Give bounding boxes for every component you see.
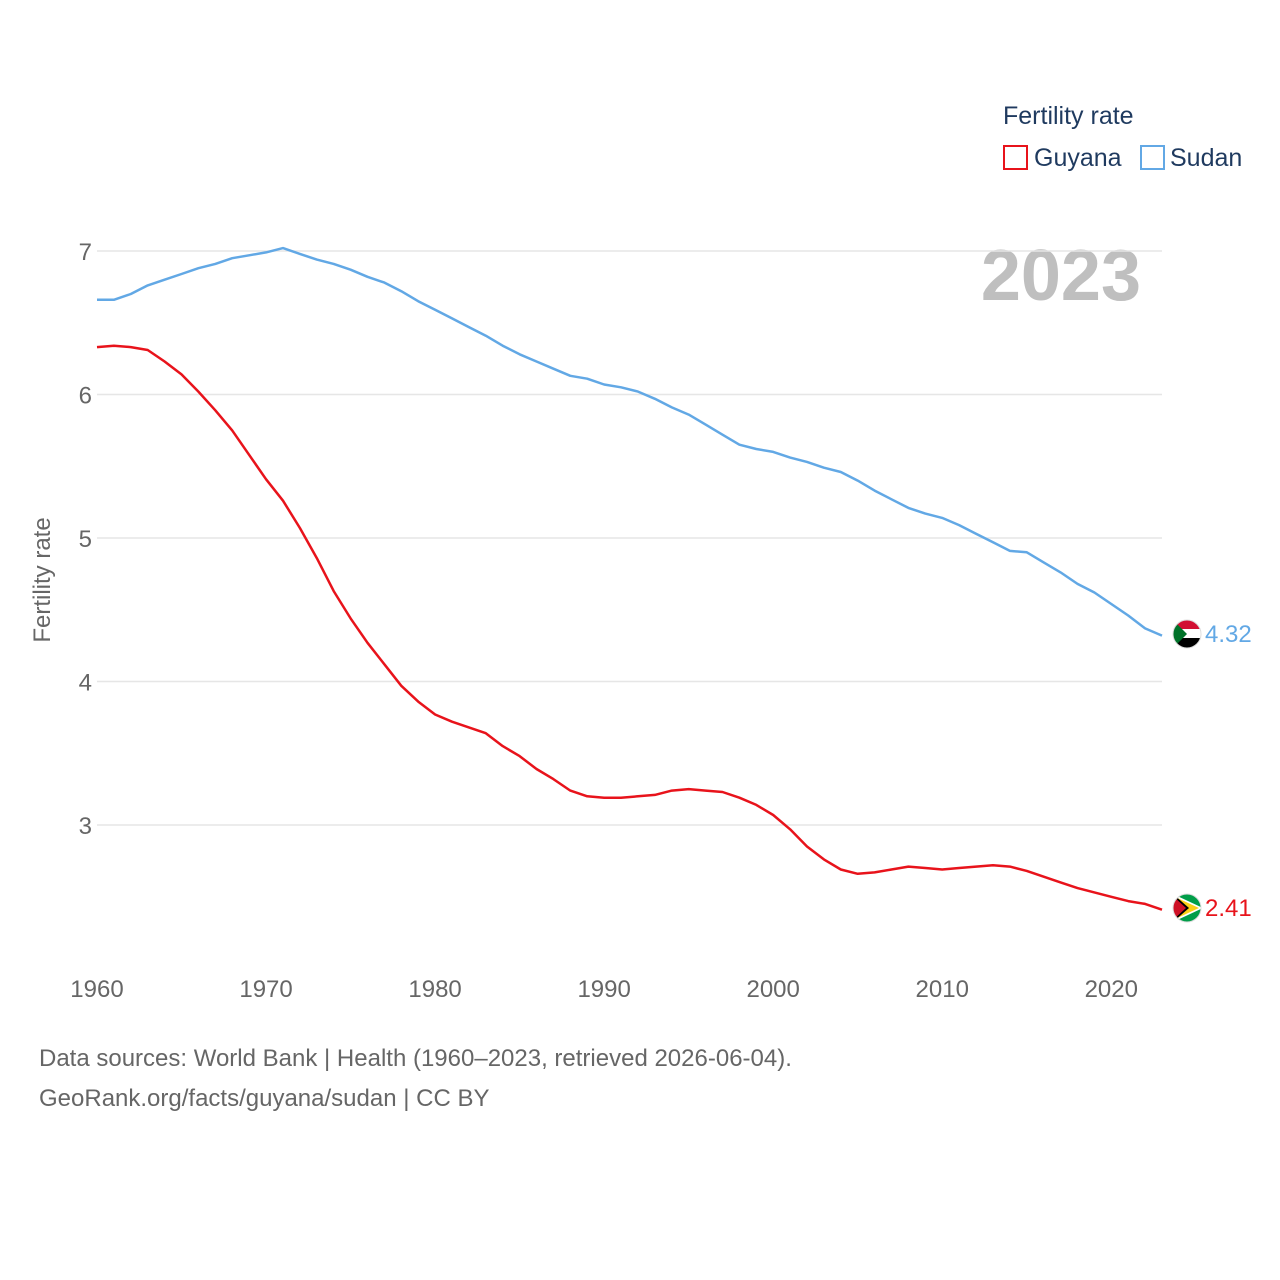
y-tick-label: 4 (79, 670, 92, 697)
legend-label-sudan[interactable]: Sudan (1170, 144, 1242, 172)
year-label: 2023 (981, 236, 1141, 316)
x-tick-label: 1960 (70, 976, 123, 1003)
x-tick-label: 1980 (408, 976, 461, 1003)
guyana-flag-icon (1172, 893, 1202, 923)
y-tick-label: 3 (79, 813, 92, 840)
legend-swatch-guyana[interactable] (1003, 145, 1028, 170)
y-axis-ticks: 3 4 5 6 7 (79, 239, 92, 840)
y-tick-label: 7 (79, 239, 92, 266)
legend-title: Fertility rate (1003, 102, 1134, 130)
legend-swatch-sudan[interactable] (1140, 145, 1165, 170)
y-tick-label: 6 (79, 383, 92, 410)
x-tick-label: 1970 (239, 976, 292, 1003)
x-tick-label: 1990 (577, 976, 630, 1003)
x-tick-label: 2000 (746, 976, 799, 1003)
grid (97, 250, 1162, 826)
data-sources-note: Data sources: World Bank | Health (1960–… (39, 1045, 792, 1072)
x-axis-ticks: 1960 1970 1980 1990 2000 2010 2020 (70, 976, 1138, 1003)
x-tick-label: 2020 (1085, 976, 1138, 1003)
legend: Fertility rate Guyana Sudan (1003, 102, 1242, 172)
series-lines (96, 246, 1163, 911)
credit-link[interactable]: GeoRank.org/facts/guyana/sudan | CC BY (39, 1085, 490, 1112)
series-line-sudan[interactable] (97, 246, 1163, 637)
sudan-flag-icon (1172, 619, 1202, 649)
end-value-label-guyana: 2.41 (1205, 895, 1252, 922)
end-value-label-sudan: 4.32 (1205, 621, 1252, 648)
y-tick-label: 5 (79, 526, 92, 553)
legend-label-guyana[interactable]: Guyana (1034, 144, 1122, 172)
series-line-guyana[interactable] (96, 344, 1163, 911)
x-tick-label: 2010 (916, 976, 969, 1003)
y-axis-title: Fertility rate (29, 517, 56, 642)
